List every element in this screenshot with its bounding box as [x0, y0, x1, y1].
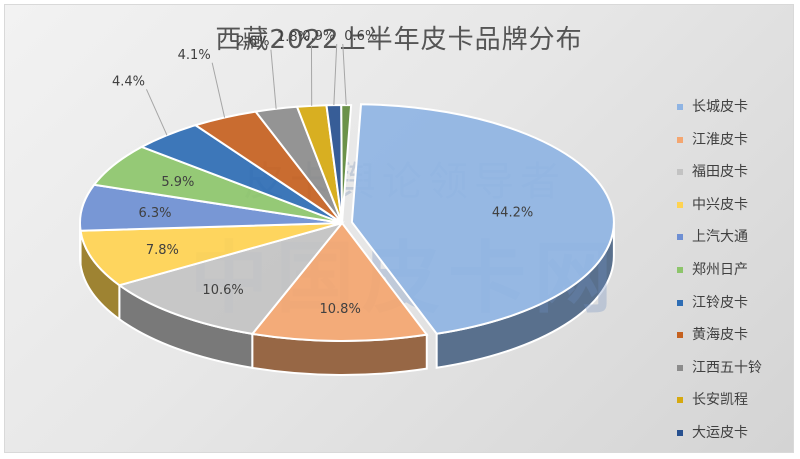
legend-label: 上汽大通 [692, 229, 748, 246]
legend-swatch [677, 332, 683, 339]
legend-swatch [677, 169, 683, 176]
slice-1 [350, 103, 615, 335]
legend-swatch [677, 429, 683, 436]
legend-label: 江铃皮卡 [692, 294, 748, 311]
legend-item: 江淮皮卡 [677, 124, 787, 157]
legend-item: 郑州日产 [677, 254, 787, 287]
legend-item: 上汽大通 [677, 221, 787, 254]
slice-10-value-label: 1.8% [277, 30, 310, 45]
legend-item: 福田皮卡 [677, 156, 787, 189]
chart-area: 西藏2022上半年皮卡品牌分布 皮卡舆论领导者中国皮卡网44.2%10.8%10… [4, 4, 794, 453]
legend-item: 长安凯程 [677, 384, 787, 417]
slice-12-leader-line [342, 43, 347, 106]
legend-swatch [677, 397, 683, 404]
legend-item: 中兴皮卡 [677, 189, 787, 222]
slice-3-value-label: 10.6% [202, 283, 243, 298]
slice-6-value-label: 5.9% [161, 175, 194, 190]
legend-label: 中兴皮卡 [692, 196, 748, 213]
slice-7-value-label: 4.4% [112, 74, 145, 89]
slice-7-leader-line [145, 89, 168, 136]
legend-swatch [677, 136, 683, 143]
legend-item: 江西五十铃 [677, 352, 787, 385]
legend-item: 黄海皮卡 [677, 319, 787, 352]
slice-12-value-label: 0.6% [344, 29, 377, 44]
legend: 长城皮卡江淮皮卡福田皮卡中兴皮卡上汽大通郑州日产江铃皮卡黄海皮卡江西五十铃长安凯… [677, 91, 787, 450]
slice-8-value-label: 4.1% [178, 48, 211, 63]
legend-label: 福田皮卡 [692, 164, 748, 181]
legend-item: 大运皮卡 [677, 417, 787, 450]
legend-item: 长城皮卡 [677, 91, 787, 124]
slice-8-leader-line [211, 62, 226, 118]
legend-label: 江淮皮卡 [692, 131, 748, 148]
legend-swatch [677, 299, 683, 306]
slice-1-value-label: 44.2% [492, 205, 533, 220]
slice-4-value-label: 7.8% [146, 243, 179, 258]
slice-4 [79, 222, 343, 287]
legend-label: 长安凯程 [692, 392, 748, 409]
slice-2-value-label: 10.8% [320, 302, 361, 317]
slice-11-value-label: 0.9% [302, 29, 335, 44]
slice-9-value-label: 2.6% [236, 35, 269, 50]
slice-2 [250, 221, 429, 342]
slice-11-leader-line [333, 44, 338, 106]
slice-3 [117, 221, 345, 335]
legend-swatch [677, 234, 683, 241]
slice-9-leader-line [270, 49, 277, 109]
legend-swatch [677, 364, 683, 371]
legend-label: 江西五十铃 [692, 359, 762, 376]
legend-label: 长城皮卡 [692, 99, 748, 115]
pie-plot: 皮卡舆论领导者中国皮卡网44.2%10.8%10.6%7.8%6.3%5.9%4… [79, 29, 615, 376]
legend-swatch [677, 266, 683, 273]
legend-label: 大运皮卡 [692, 424, 748, 441]
legend-label: 郑州日产 [692, 261, 748, 278]
legend-swatch [677, 104, 683, 110]
legend-label: 黄海皮卡 [692, 327, 748, 344]
chart-title: 西藏2022上半年皮卡品牌分布 [215, 25, 583, 55]
legend-swatch [677, 201, 683, 208]
slice-5-value-label: 6.3% [138, 206, 171, 221]
legend-item: 江铃皮卡 [677, 287, 787, 320]
